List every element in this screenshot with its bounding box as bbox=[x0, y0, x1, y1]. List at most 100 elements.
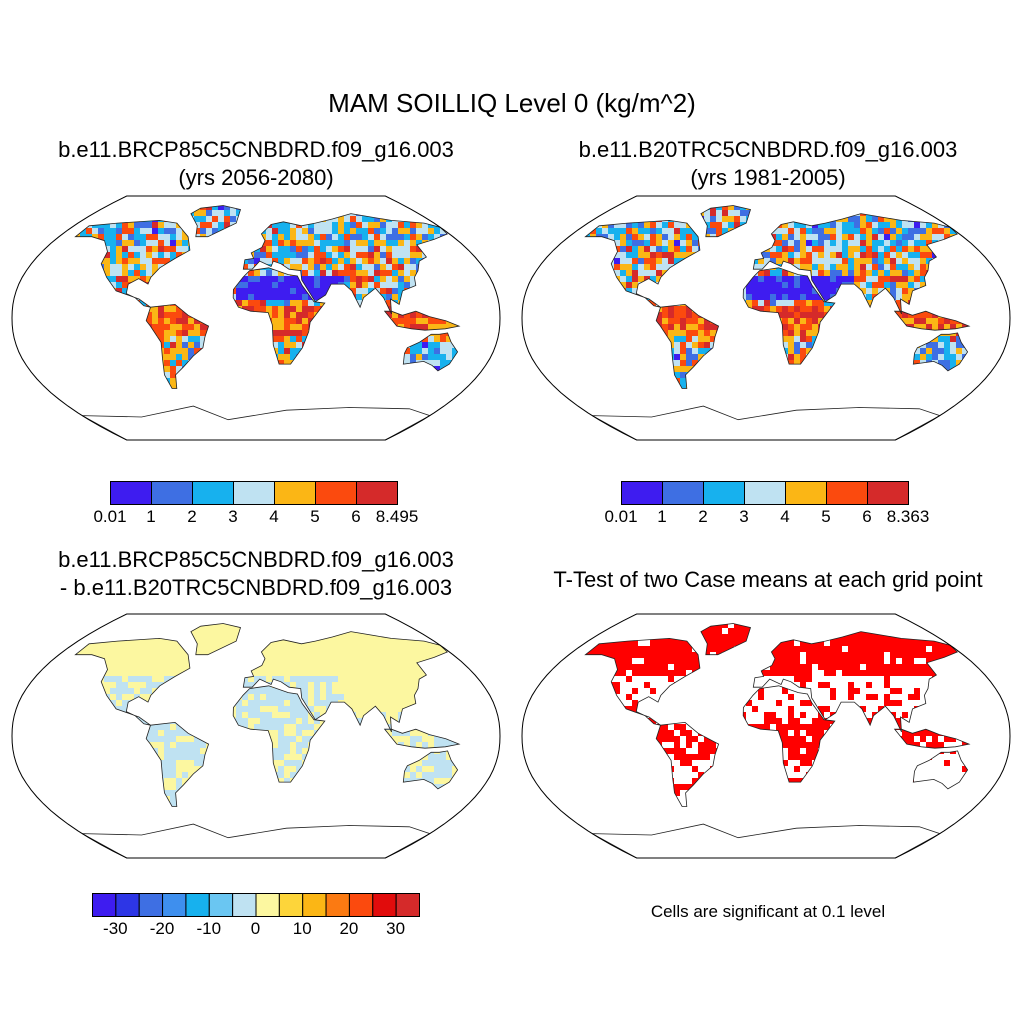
colorbar-difference-swatch bbox=[372, 893, 397, 917]
colorbar-case1-swatch bbox=[110, 481, 152, 505]
coastline-samerica bbox=[145, 721, 210, 807]
coastline-eurasia bbox=[752, 213, 959, 315]
panel3-title: b.e11.BRCP85C5CNBDRD.f09_g16.003 - b.e11… bbox=[0, 546, 512, 602]
panel2-title: b.e11.B20TRC5CNBDRD.f09_g16.003 (yrs 198… bbox=[512, 136, 1024, 192]
coastline-eurasia bbox=[752, 631, 959, 733]
coastline-namerica bbox=[74, 219, 191, 308]
colorbar-case1-tick-label: 4 bbox=[269, 507, 279, 526]
colorbar-case1-tick-label: 2 bbox=[187, 507, 197, 526]
coastline-africa bbox=[232, 685, 326, 783]
colorbar-case2-swatch bbox=[703, 481, 745, 505]
coastline-antarctica bbox=[82, 823, 431, 859]
colorbar-case1-swatch bbox=[151, 481, 193, 505]
colorbar-difference-tick-label: -30 bbox=[103, 919, 128, 938]
map-panel-case1 bbox=[11, 195, 501, 441]
coastline-australia bbox=[402, 750, 459, 790]
coastline-greenland bbox=[700, 205, 752, 238]
colorbar-difference-swatch bbox=[162, 893, 187, 917]
coastline-greenland bbox=[190, 205, 242, 238]
coastline-antarctica bbox=[592, 405, 941, 441]
colorbar-difference-swatch bbox=[185, 893, 210, 917]
colorbar-difference-swatch bbox=[115, 893, 140, 917]
colorbar-difference: -30 -20 -10 0 10 20 30 bbox=[92, 893, 420, 939]
panel4-title: T-Test of two Case means at each grid po… bbox=[512, 566, 1024, 594]
colorbar-difference-swatch bbox=[232, 893, 257, 917]
colorbar-case1-tick-label: 5 bbox=[310, 507, 320, 526]
colorbar-case2-tick-label: 1 bbox=[657, 507, 667, 526]
map-field bbox=[75, 205, 460, 389]
colorbar-case2-tick-label: 6 bbox=[862, 507, 872, 526]
colorbar-difference-tick-label: 0 bbox=[250, 919, 261, 938]
coastline-australia bbox=[912, 332, 969, 372]
colorbar-case1-swatches bbox=[110, 481, 398, 505]
colorbar-case2-tick-label: 4 bbox=[780, 507, 790, 526]
colorbar-case2-swatch bbox=[621, 481, 663, 505]
colorbar-case2-swatch bbox=[867, 481, 909, 505]
coastline-eurasia bbox=[242, 631, 449, 733]
coastline-samerica bbox=[655, 721, 720, 807]
colorbar-difference-swatches bbox=[92, 893, 420, 917]
colorbar-difference-swatch bbox=[348, 893, 374, 917]
colorbar-difference-tick-label: 10 bbox=[292, 919, 312, 938]
colorbar-case1-tick-label: 6 bbox=[351, 507, 361, 526]
colorbar-case1-tick-label: 3 bbox=[228, 507, 238, 526]
map-panel-difference bbox=[11, 613, 501, 859]
colorbar-case2-swatch bbox=[744, 481, 786, 505]
map-border bbox=[521, 613, 1011, 859]
coastline-eurasia bbox=[242, 213, 449, 315]
coastline-indonesia bbox=[383, 310, 461, 331]
panel3-title-line2: - b.e11.B20TRC5CNBDRD.f09_g16.003 bbox=[59, 575, 453, 600]
colorbar-difference-swatch bbox=[255, 893, 280, 917]
colorbar-difference-swatch bbox=[325, 893, 350, 917]
coastline-samerica bbox=[655, 303, 720, 389]
colorbar-case2-tick-label: 3 bbox=[739, 507, 749, 526]
colorbar-case1-swatch bbox=[315, 481, 357, 505]
colorbar-case2-swatch bbox=[826, 481, 868, 505]
figure-title: MAM SOILLIQ Level 0 (kg/m^2) bbox=[328, 88, 696, 118]
colorbar-difference-tick-label: 20 bbox=[339, 919, 359, 938]
colorbar-case1-labels: 0.01 1 2 3 4 5 6 8.495 bbox=[93, 507, 418, 527]
colorbar-difference-tick-label: -20 bbox=[149, 919, 175, 938]
coastline-indonesia bbox=[893, 728, 971, 749]
coastline-africa bbox=[742, 685, 836, 783]
coastline-australia bbox=[912, 750, 969, 790]
coastline-indonesia bbox=[893, 310, 971, 331]
colorbar-case2-tick-label: 0.01 bbox=[604, 507, 638, 526]
significance-note: Cells are significant at 0.1 level bbox=[650, 902, 886, 921]
colorbar-case1: 0.01 1 2 3 4 5 6 8.495 bbox=[93, 481, 418, 527]
coastline-antarctica bbox=[592, 823, 941, 859]
coastline-greenland bbox=[190, 623, 242, 656]
colorbar-difference-labels: -30 -20 -10 0 10 20 30 bbox=[92, 919, 420, 939]
coastline-australia bbox=[402, 332, 459, 372]
colorbar-difference-swatch bbox=[138, 893, 164, 917]
coastline-namerica bbox=[584, 219, 701, 308]
map-border bbox=[521, 195, 1011, 441]
coastline-antarctica bbox=[82, 405, 431, 441]
colorbar-difference-swatch bbox=[395, 893, 420, 917]
panel1-title: b.e11.BRCP85C5CNBDRD.f09_g16.003 (yrs 20… bbox=[0, 136, 512, 192]
colorbar-difference-tick-label: -10 bbox=[196, 919, 222, 938]
colorbar-case2-tick-label: 2 bbox=[698, 507, 708, 526]
coastline-samerica bbox=[145, 303, 210, 389]
panel4-title-line1: T-Test of two Case means at each grid po… bbox=[553, 567, 983, 592]
colorbar-difference-swatch bbox=[92, 893, 117, 917]
map-panel-case2 bbox=[521, 195, 1011, 441]
colorbar-case2-labels: 0.01 1 2 3 4 5 6 8.363 bbox=[604, 507, 929, 527]
map-field bbox=[585, 205, 970, 389]
colorbar-case1-swatch bbox=[356, 481, 398, 505]
colorbar-case2-swatches bbox=[621, 481, 909, 505]
panel2-title-line2: (yrs 1981-2005) bbox=[690, 165, 846, 190]
colorbar-case2: 0.01 1 2 3 4 5 6 8.363 bbox=[604, 481, 929, 527]
colorbar-case1-swatch bbox=[274, 481, 316, 505]
panel1-title-line1: b.e11.BRCP85C5CNBDRD.f09_g16.003 bbox=[58, 137, 454, 162]
panel2-title-line1: b.e11.B20TRC5CNBDRD.f09_g16.003 bbox=[578, 137, 958, 162]
coastline-namerica bbox=[584, 637, 701, 726]
map-border bbox=[11, 195, 501, 441]
panel3-title-line1: b.e11.BRCP85C5CNBDRD.f09_g16.003 bbox=[58, 547, 454, 572]
colorbar-difference-swatch bbox=[208, 893, 234, 917]
map-field bbox=[585, 623, 970, 807]
coastline-africa bbox=[742, 267, 836, 365]
colorbar-case2-tick-label: 5 bbox=[821, 507, 831, 526]
coastline-indonesia bbox=[383, 728, 461, 749]
map-panel-ttest bbox=[521, 613, 1011, 859]
